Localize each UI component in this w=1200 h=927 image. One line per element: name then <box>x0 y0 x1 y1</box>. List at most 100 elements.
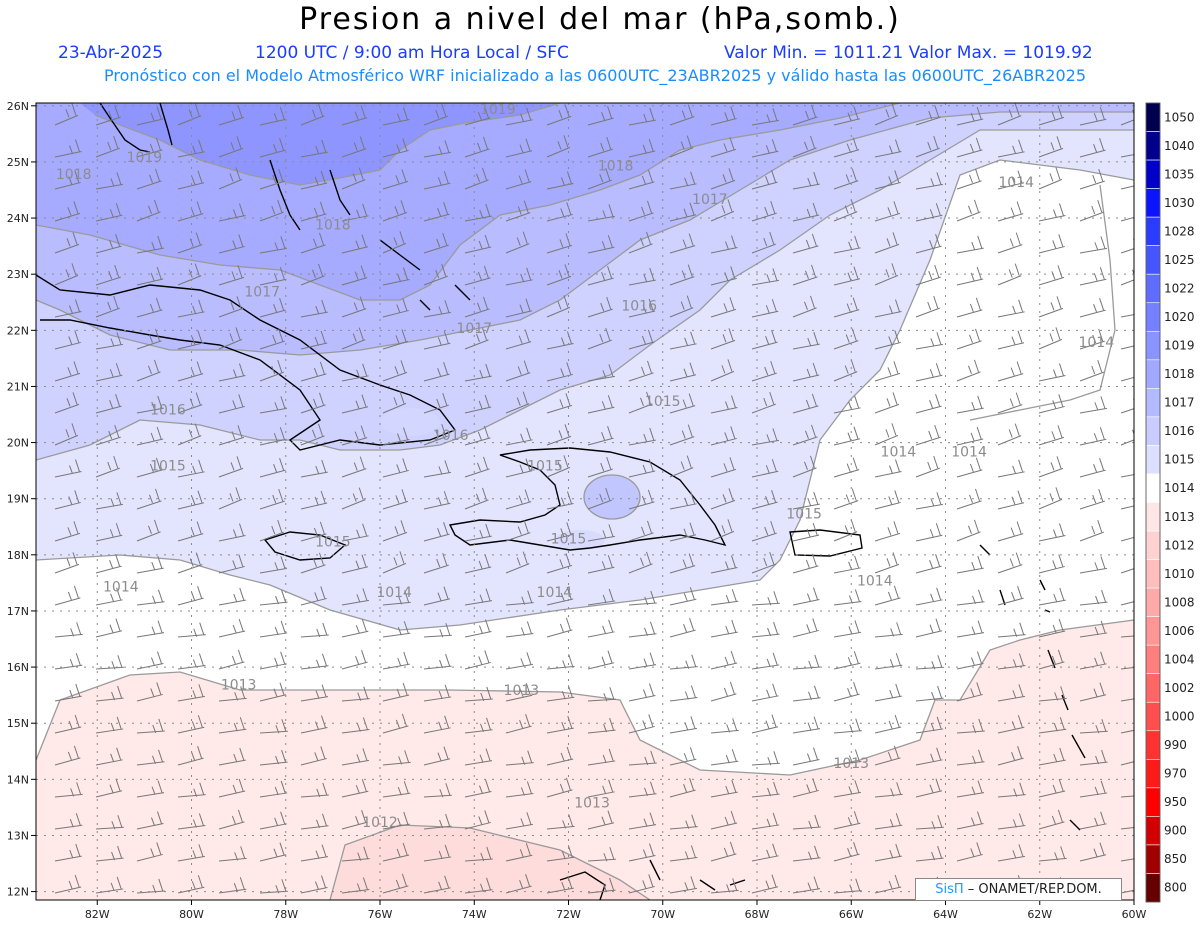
wind-barb <box>505 298 533 318</box>
wind-barb <box>915 455 940 478</box>
wind-barb <box>505 107 533 126</box>
wind-barb <box>464 296 490 318</box>
wind-barb <box>505 843 533 862</box>
lon-label: 62W <box>1027 908 1052 921</box>
isobar <box>36 103 901 301</box>
wind-barb <box>792 491 820 510</box>
wind-barb <box>464 748 493 766</box>
wind-barb <box>54 423 79 446</box>
wind-barb <box>628 329 655 350</box>
wind-barb <box>54 874 82 894</box>
contour-label: 1019 <box>127 150 163 166</box>
wind-barb <box>1079 236 1108 254</box>
wind-barb <box>177 330 205 350</box>
wind-barb <box>997 653 1026 670</box>
legend-swatch <box>1145 873 1161 903</box>
lat-label: 22N <box>7 324 29 337</box>
wind-barb <box>95 135 120 158</box>
wind-barb <box>587 167 612 190</box>
wind-barb <box>710 235 738 254</box>
wind-barb <box>669 618 696 638</box>
wind-barb <box>54 201 81 222</box>
longitude-labels: 82W 80W 78W 76W 74W 72W 70W 68W 66W 64W 62W 60W <box>85 900 1147 921</box>
legend-label: 800 <box>1164 881 1187 895</box>
wind-barb <box>546 135 571 158</box>
legend-label: 970 <box>1164 767 1187 781</box>
wind-barb <box>628 489 655 510</box>
wind-barb <box>259 138 286 158</box>
wind-barb <box>1079 298 1106 318</box>
wind-barb <box>505 590 534 606</box>
lon-label: 68W <box>745 908 770 921</box>
wind-barb <box>177 875 205 894</box>
wind-barb <box>136 555 164 574</box>
wind-barb <box>464 877 493 894</box>
wind-barb <box>874 521 901 542</box>
wind-barb <box>423 331 451 350</box>
wind-barb <box>505 360 531 382</box>
legend-swatch <box>1145 559 1161 589</box>
wind-barb <box>423 623 452 638</box>
wind-barb <box>874 361 901 382</box>
wind-barb <box>710 395 738 414</box>
legend-label: 850 <box>1164 852 1187 866</box>
wind-barb <box>710 297 737 318</box>
lon-label: 64W <box>933 908 958 921</box>
wind-barb <box>341 650 368 670</box>
wind-barb <box>587 327 612 350</box>
lon-label: 66W <box>839 908 864 921</box>
wind-barb <box>464 105 491 126</box>
wind-barb <box>587 106 614 126</box>
wind-barb <box>505 489 532 510</box>
wind-barb <box>464 327 489 350</box>
wind-barb <box>915 587 943 606</box>
wind-barb <box>1038 265 1065 286</box>
wind-barb <box>587 395 615 414</box>
wind-barb <box>669 233 696 254</box>
wind-barb <box>956 395 984 414</box>
wind-barb <box>792 424 818 446</box>
wind-barb <box>177 299 205 318</box>
wind-barb <box>136 426 164 446</box>
latitude-labels: 26N 25N 24N 23N 22N 21N 20N 19N 18N 17N 16N 15N 14N 1… <box>7 100 36 899</box>
wind-barb <box>792 618 819 638</box>
wind-barb <box>136 620 165 638</box>
wind-barb <box>915 655 944 670</box>
wind-barb <box>792 716 821 734</box>
wind-barb <box>628 458 656 478</box>
wind-barb <box>218 686 247 702</box>
wind-barb <box>710 749 739 766</box>
wind-barb <box>382 298 409 318</box>
legend-swatch <box>1145 416 1161 446</box>
wind-barb <box>669 202 697 222</box>
contour-label: 1016 <box>621 299 657 315</box>
lat-label: 15N <box>7 717 29 730</box>
wind-barb <box>751 683 779 702</box>
lat-label: 24N <box>7 212 29 225</box>
wind-barb <box>1079 651 1107 670</box>
forecast-date: 23-Abr-2025 <box>58 43 164 63</box>
wind-barb <box>669 553 696 574</box>
wind-barb <box>751 391 776 414</box>
wind-barb <box>464 425 491 446</box>
wind-barb <box>997 844 1026 862</box>
wind-barb <box>628 169 655 190</box>
wind-barb <box>341 686 370 702</box>
wind-barb <box>833 266 861 286</box>
wind-barb <box>95 845 124 862</box>
wind-barb <box>423 586 451 606</box>
wind-barb <box>136 878 165 894</box>
wind-barb <box>259 556 288 574</box>
contour-label: 1017 <box>692 192 728 208</box>
wind-barb <box>54 392 80 414</box>
wind-barb <box>1038 296 1064 318</box>
wind-barb <box>628 267 656 286</box>
contour-label: 1014 <box>857 574 893 590</box>
wind-barb <box>874 459 902 478</box>
wind-barb <box>382 551 407 574</box>
wind-barb <box>300 653 329 670</box>
wind-barb <box>423 140 452 158</box>
contour-label: 1014 <box>998 175 1034 191</box>
wind-barb <box>341 487 366 510</box>
wind-barb <box>833 106 861 126</box>
